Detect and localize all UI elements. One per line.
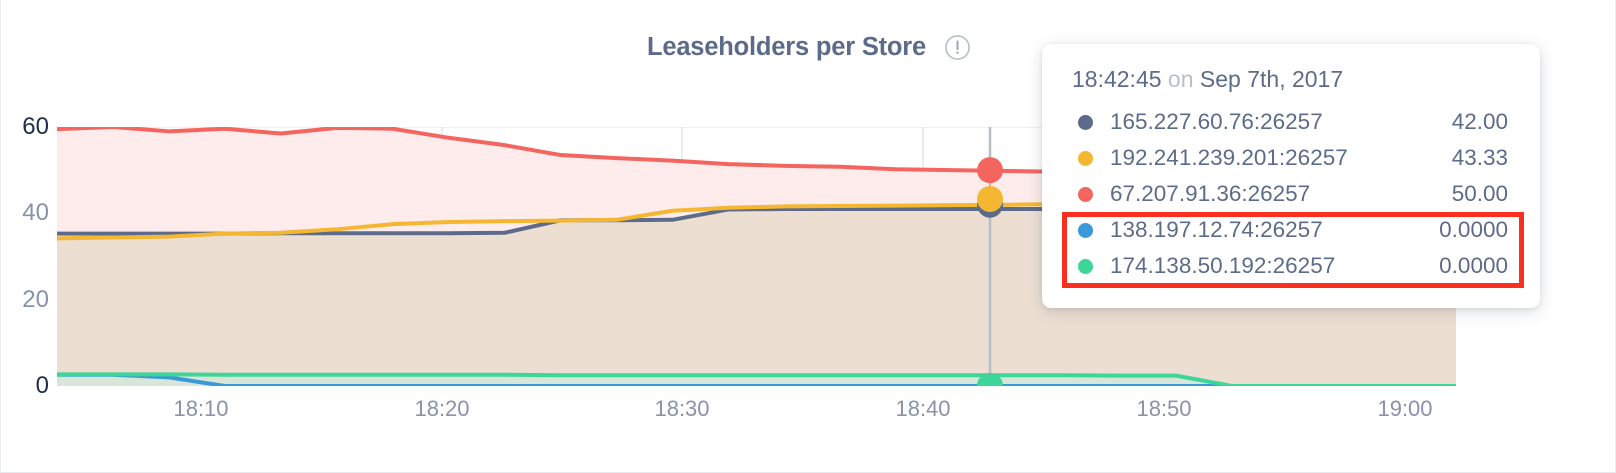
x-tick-label: 18:20 [414, 396, 470, 421]
chart-tooltip: 18:42:45 on Sep 7th, 2017 165.227.60.76:… [1042, 44, 1540, 308]
series-value: 43.33 [1451, 145, 1508, 170]
series-label: 192.241.239.201:26257 [1110, 145, 1348, 170]
cursor-marker [977, 157, 1003, 184]
cursor-marker [977, 373, 1003, 386]
tooltip-row: 174.138.50.192:26257 0.0000 [1072, 248, 1510, 284]
exclamation-circle-icon[interactable] [944, 34, 971, 61]
series-label: 174.138.50.192:26257 [1110, 253, 1336, 278]
series-label: 138.197.12.74:26257 [1110, 217, 1323, 242]
tooltip-separator: on [1167, 66, 1194, 92]
y-tick-20: 20 [22, 285, 49, 313]
series-value: 50.00 [1451, 181, 1508, 206]
tooltip-time: 18:42:45 [1072, 66, 1162, 92]
tooltip-date: Sep 7th, 2017 [1199, 66, 1344, 92]
series-color-dot [1078, 186, 1093, 202]
y-tick-60: 60 [22, 113, 49, 140]
series-value: 0.0000 [1439, 253, 1508, 278]
y-tick-0: 0 [35, 372, 49, 399]
series-label: 165.227.60.76:26257 [1110, 109, 1323, 134]
cursor-markers [977, 157, 1003, 386]
y-axis: 60 40 20 0 [1, 0, 49, 473]
x-axis: 18:10 18:20 18:30 18:40 18:50 19:00 [1, 396, 1616, 426]
x-tick-label: 18:40 [895, 396, 951, 421]
y-tick-40: 40 [22, 199, 49, 227]
series-line [57, 372, 1456, 386]
series-color-dot [1078, 222, 1093, 238]
series-color-dot [1078, 258, 1093, 274]
series-value: 0.0000 [1439, 217, 1508, 242]
tooltip-row: 165.227.60.76:26257 42.00 [1072, 104, 1510, 140]
tooltip-rows: 165.227.60.76:26257 42.00 192.241.239.201:… [1062, 104, 1524, 288]
tooltip-timestamp: 18:42:45 on Sep 7th, 2017 [1072, 66, 1510, 93]
cursor-marker [977, 185, 1003, 212]
series-value: 42.00 [1451, 109, 1508, 134]
x-tick-label: 19:00 [1377, 396, 1433, 421]
tooltip-row: 138.197.12.74:26257 0.0000 [1072, 212, 1510, 248]
tooltip-row: 67.207.91.36:26257 50.00 [1072, 176, 1510, 212]
tooltip-row: 192.241.239.201:26257 43.33 [1072, 140, 1510, 176]
x-tick-label: 18:30 [654, 396, 710, 421]
series-color-dot [1078, 114, 1093, 130]
page-title: Leaseholders per Store [646, 32, 927, 61]
x-tick-label: 18:10 [173, 396, 229, 421]
x-tick-label: 18:50 [1136, 396, 1192, 421]
series-label: 67.207.91.36:26257 [1110, 181, 1311, 206]
series-color-dot [1078, 150, 1093, 166]
